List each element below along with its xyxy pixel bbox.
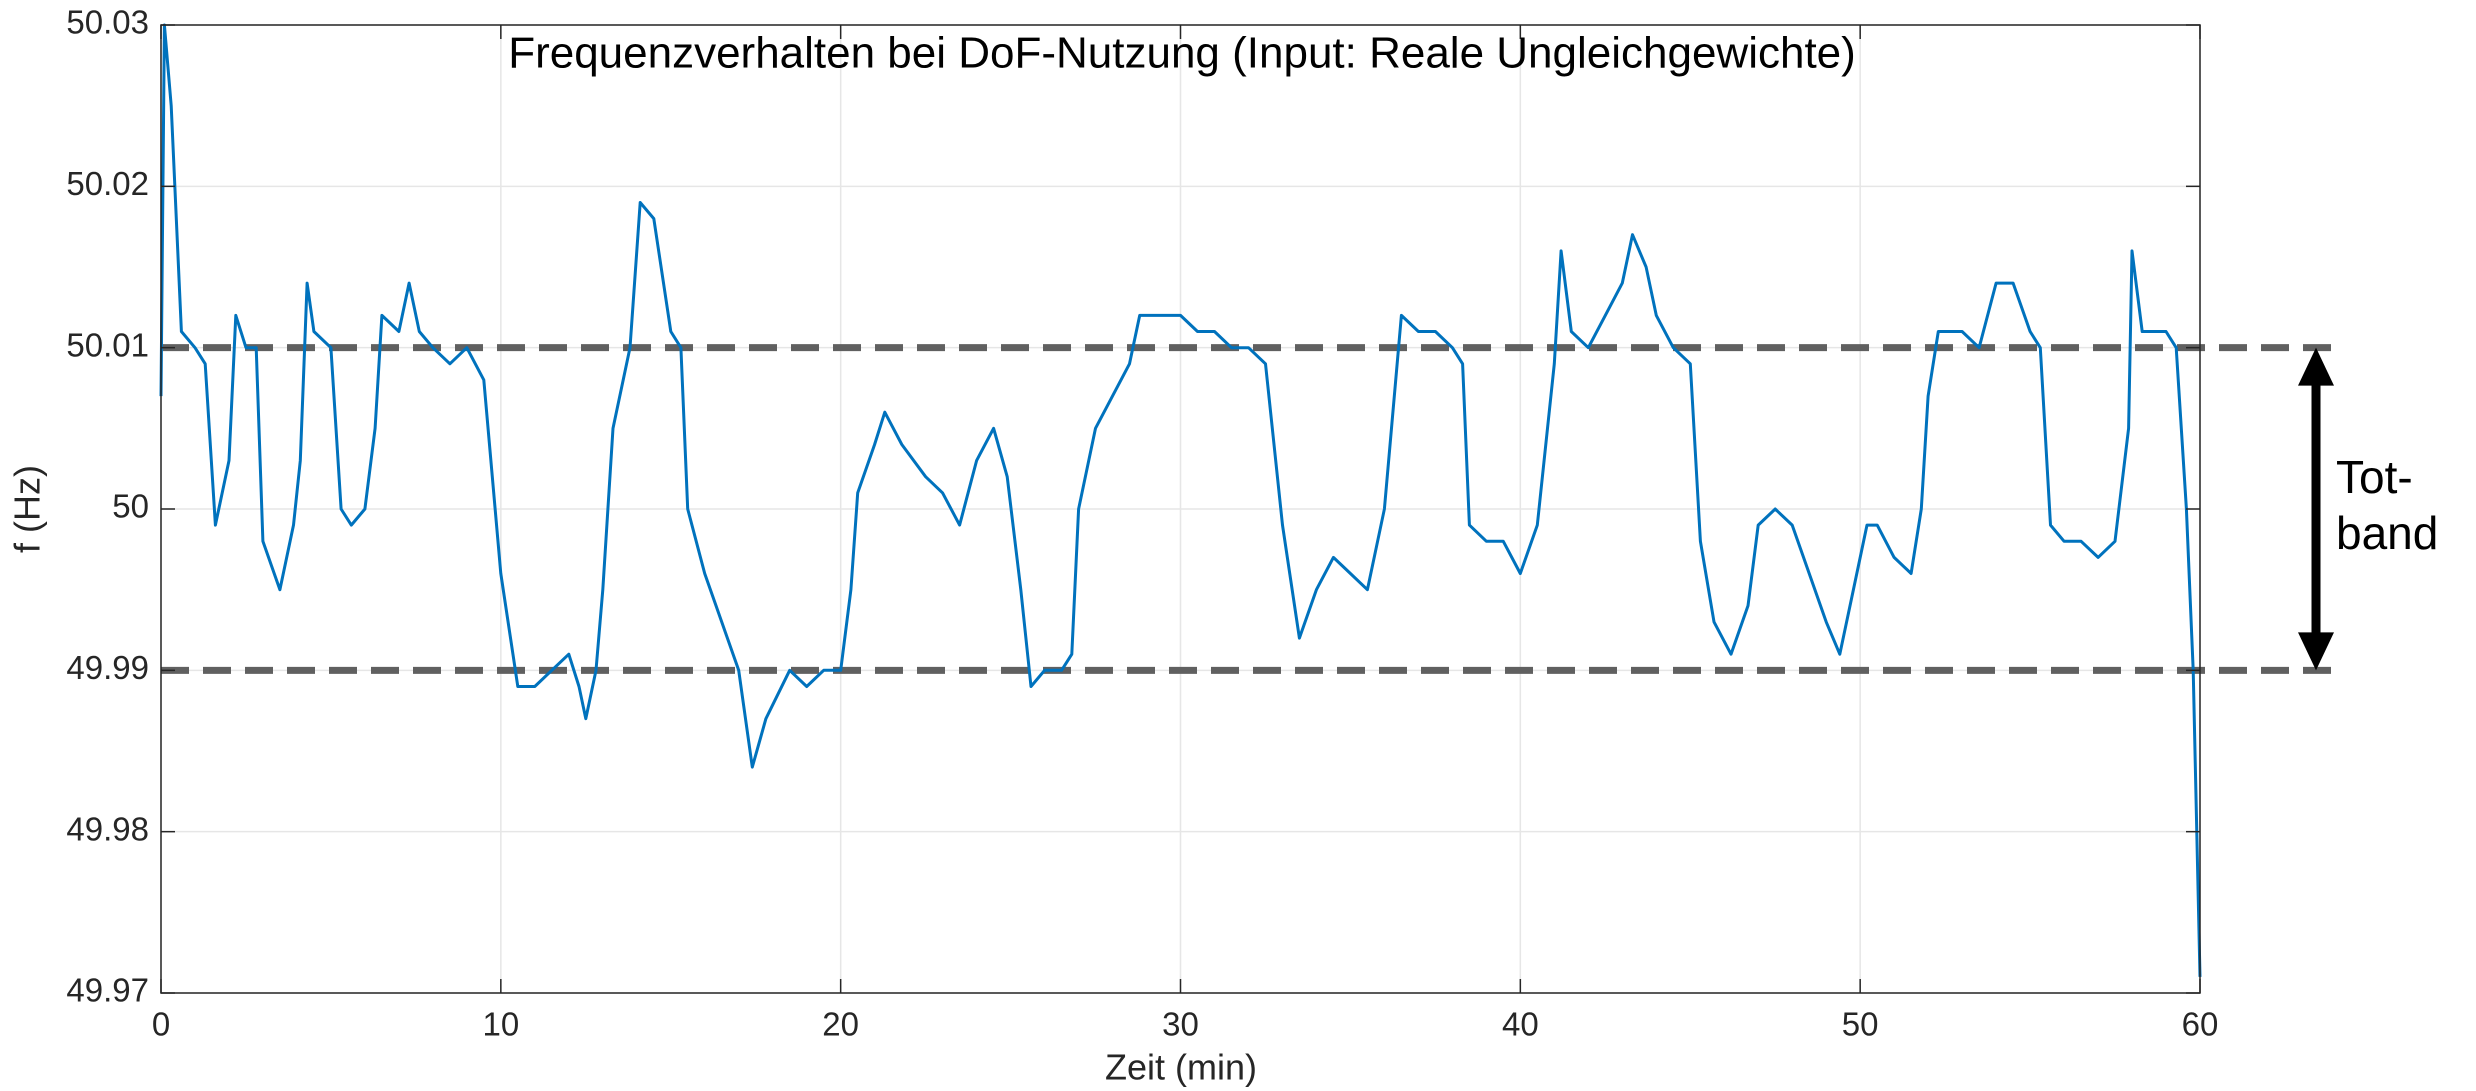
annotation: Tot-band: [2298, 347, 2438, 671]
x-tick-label: 10: [482, 1006, 519, 1043]
y-tick-label: 50.02: [66, 165, 149, 202]
annotation-text: Tot-: [2336, 451, 2413, 503]
data-line: [159, 23, 2202, 977]
grid: [160, 24, 2201, 994]
x-tick-label: 0: [152, 1006, 170, 1043]
y-tick-label: 50: [112, 488, 149, 525]
reference-lines: [161, 344, 2336, 674]
y-tick-label: 49.97: [66, 972, 149, 1009]
x-axis-label: Zeit (min): [1105, 1047, 1257, 1088]
y-tick-label: 49.98: [66, 810, 149, 847]
y-tick-label: 50.01: [66, 326, 149, 363]
chart-title: Frequenzverhalten bei DoF-Nutzung (Input…: [508, 29, 1856, 78]
arrow-head: [2298, 632, 2334, 671]
arrow-head: [2298, 347, 2334, 386]
annotation-text: band: [2336, 507, 2438, 559]
x-tick-label: 40: [1502, 1006, 1539, 1043]
x-tick-label: 20: [822, 1006, 859, 1043]
plot: [159, 23, 2202, 977]
x-tick-label: 30: [1162, 1006, 1199, 1043]
x-tick-label: 60: [2182, 1006, 2219, 1043]
y-axis-label: f (Hz): [7, 465, 48, 553]
y-tick-label: 50.03: [66, 4, 149, 41]
y-tick-label: 49.99: [66, 649, 149, 686]
ticks: 49.97 49.98 49.99 50 50.01 50.02 50.03 0 10 20 30 4…: [66, 4, 2218, 1043]
x-tick-label: 50: [1842, 1006, 1879, 1043]
